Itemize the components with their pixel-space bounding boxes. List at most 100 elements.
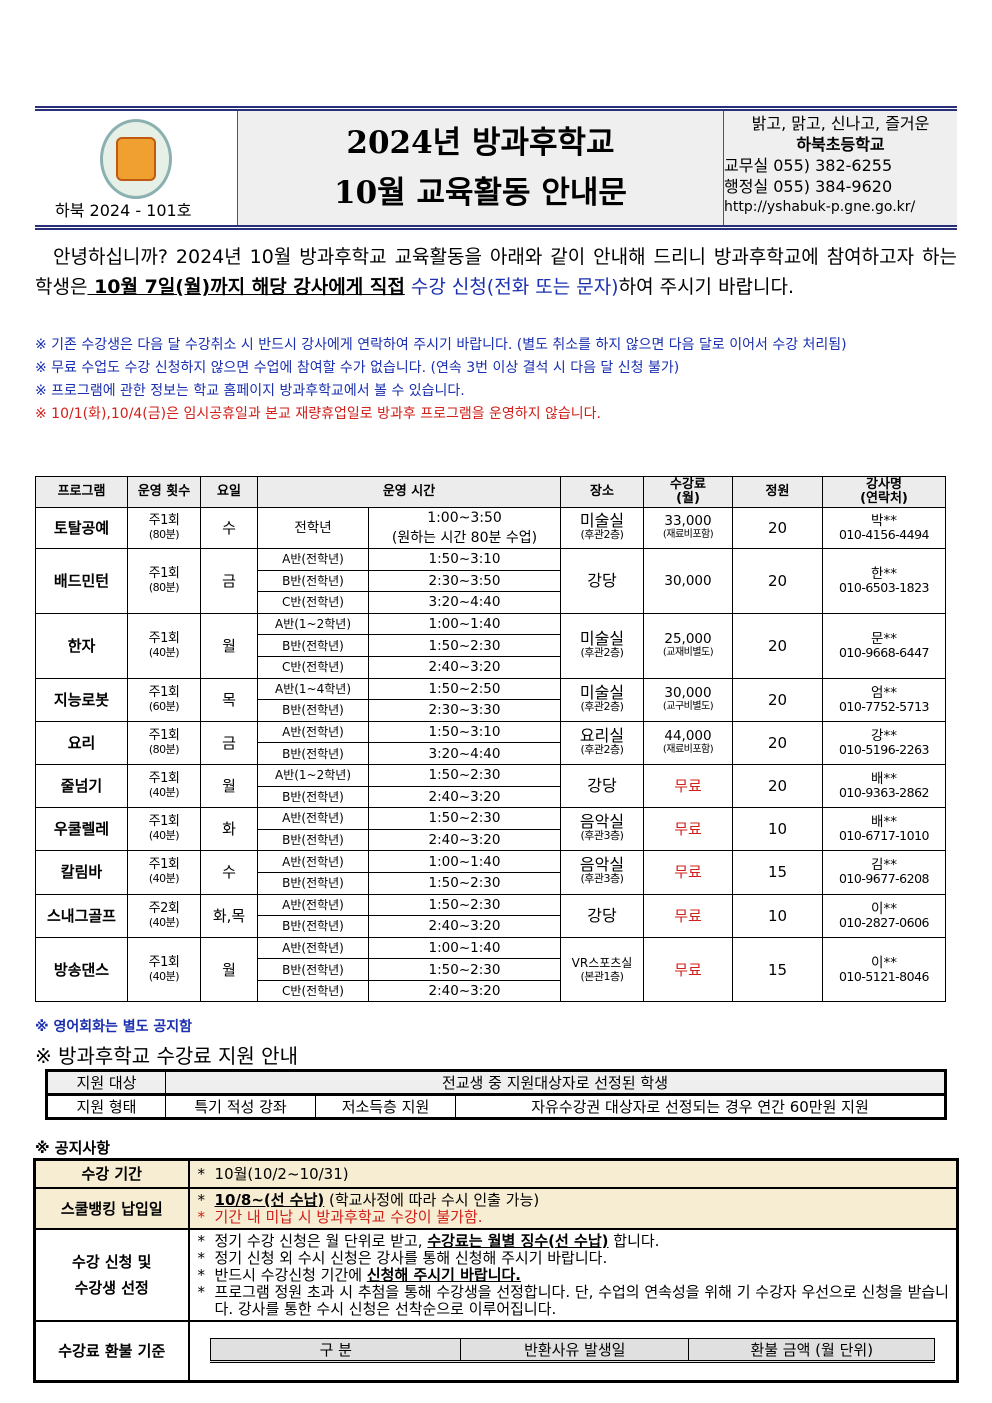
capacity: 20 [732,763,823,809]
column-header: 운영 시간 [257,476,561,508]
teacher-name: 이** [871,900,897,917]
class-time: 2:40~3:20 [368,828,561,852]
frequency-count: 주1회 [148,727,180,743]
teacher-name: 이** [871,954,897,971]
class-time: 1:50~2:30 [368,958,561,981]
class-name: A반(전학년) [257,850,369,873]
day: 화 [200,807,258,852]
fee: 44,000 (재료비포함) [643,720,733,765]
teacher-phone: 010-5121-8046 [838,968,930,984]
class-name: B반(전학년) [257,871,369,895]
class-name: B반(전학년) [257,699,369,722]
column-header: 수강료 (월) [643,476,733,508]
duration: (80분) [148,742,180,756]
period-value: * 10월(10/2~10/31) [187,1158,959,1189]
class-time: 2:30~3:50 [368,569,561,593]
admin-phone: 행정실 055) 384-9620 [724,177,893,196]
program-name: 요리 [35,720,128,765]
class-time: 2:30~3:30 [368,699,561,722]
fee-value: 33,000 [664,513,712,529]
class-time: 2:40~3:20 [368,915,561,938]
day: 금 [200,548,258,614]
fee-value: 무료 [674,863,702,882]
fee-value: 30,000 [664,572,712,589]
place-name: 미술실 [579,628,625,648]
place-name: 음악실 [579,812,625,832]
place: 미술실 (후관2층) [560,507,644,549]
refund-cell: 구 분 반환사유 발생일 환불 금액 (월 단위) [187,1320,959,1382]
frequency: 주1회 (40분) [127,807,201,852]
frequency-count: 주1회 [148,954,180,970]
table-row: B반(전학년) 1:50~2:30 [36,871,946,895]
class-name: A반(1~2학년) [257,763,369,787]
place: 강당 [560,893,644,938]
fee: 무료 [643,893,733,938]
frequency: 주1회 (80분) [127,548,201,614]
teacher: 김** 010-9677-6208 [822,850,946,895]
fee-note: (교구비별도) [662,700,714,712]
table-row: B반(전학년) 2:40~3:20 [36,785,946,809]
teacher-phone: 010-9363-2862 [838,785,930,801]
class-time: 1:50~2:50 [368,677,561,701]
refund-header: 구 분 [210,1338,462,1363]
note: ※ 무료 수업도 수강 신청하지 않으면 수업에 참여할 수가 없습니다. (연… [35,360,680,376]
teacher-phone: 010-4156-4494 [838,527,930,542]
class-name: A반(전학년) [257,936,369,960]
teacher-name: 강** [871,727,897,744]
intro-text: 안녕하십니까? 2024년 10월 방과후학교 교육활동을 아래와 같이 안내해… [35,246,957,298]
teacher-name: 배** [871,771,897,788]
place: 요리실 (후관2층) [560,720,644,765]
frequency-count: 주1회 [148,771,180,787]
program-table: 프로그램 운영 횟수 요일 운영 시간 장소 수강료 (월) 정원 강사명 (연락처) 토탈공… [35,476,946,1003]
class-name: B반(전학년) [257,634,369,657]
column-header: 장소 [560,476,644,508]
table-row: 스내그골프 주2회 (40분) 화,목 A반(전학년) 1:50~2:30 강당 무료 10 이*… [35,893,946,938]
frequency-count: 주1회 [148,513,180,528]
class-time: 1:50~2:30 [368,871,561,895]
class-name: B반(전학년) [257,958,369,981]
column-header: 정원 [732,476,823,508]
fee-value: 44,000 [664,727,712,744]
class-name: C반(전학년) [257,591,369,614]
day: 월 [200,612,258,679]
class-time: 3:20~4:40 [368,591,561,614]
notice-heading: ※ 공지사항 [35,1139,111,1157]
class-name: A반(전학년) [257,548,369,571]
program-name: 토탈공예 [35,507,128,549]
teacher: 배** 010-6717-1010 [822,807,946,852]
fee-value: 30,000 [664,684,712,701]
refund-table: 구 분 반환사유 발생일 환불 금액 (월 단위) [210,1338,936,1364]
place: 음악실 (후관3층) [560,850,644,895]
column-header: 프로그램 [35,476,128,508]
teacher-phone: 010-2827-0606 [838,914,930,930]
notes-list: ※ 기존 수강생은 다음 달 수강취소 시 반드시 강사에게 연락하여 주시기 … [35,334,847,426]
duration: (80분) [148,580,180,594]
support-type: 자유수강권 대상자로 선정되는 경우 연간 60만원 지원 [455,1094,946,1119]
day: 월 [200,763,258,809]
capacity: 10 [732,807,823,852]
day: 금 [200,720,258,765]
teacher: 박** 010-4156-4494 [822,507,946,549]
class-time: 2:40~3:20 [368,785,561,809]
frequency-count: 주2회 [148,900,180,916]
column-header: 강사명 (연락처) [822,476,946,508]
pay-label: 스쿨뱅킹 납입일 [33,1187,190,1230]
teacher: 한** 010-6503-1823 [822,548,946,614]
capacity: 20 [732,720,823,765]
place-name: 강당 [587,570,617,590]
class-time: 1:50~3:10 [368,720,561,744]
place-floor: (후관2층) [580,699,624,713]
table-row: 줄넘기 주1회 (40분) 월 A반(1~2학년) 1:50~2:30 강당 무료 20 배** 0… [35,763,946,809]
school-url[interactable]: http://yshabuk-p.gne.go.kr/ [724,199,916,215]
capacity: 20 [732,612,823,679]
place-floor: (후관2층) [580,742,624,756]
school-name: 하북초등학교 [796,135,885,154]
refund-label: 수강료 환불 기준 [33,1320,190,1382]
table-row: 방송댄스 주1회 (40분) 월 A반(전학년) 1:00~1:40 VR스포츠실 (본관1층… [35,936,946,1003]
fee-value: 무료 [674,820,702,839]
place: 미술실 (후관2층) [560,612,644,679]
fee-note: (재료비포함) [662,529,714,540]
table-row: B반(전학년) 2:40~3:20 [36,828,946,852]
class-name: A반(1~2학년) [257,612,369,636]
class-time: 1:50~2:30 [368,893,561,917]
